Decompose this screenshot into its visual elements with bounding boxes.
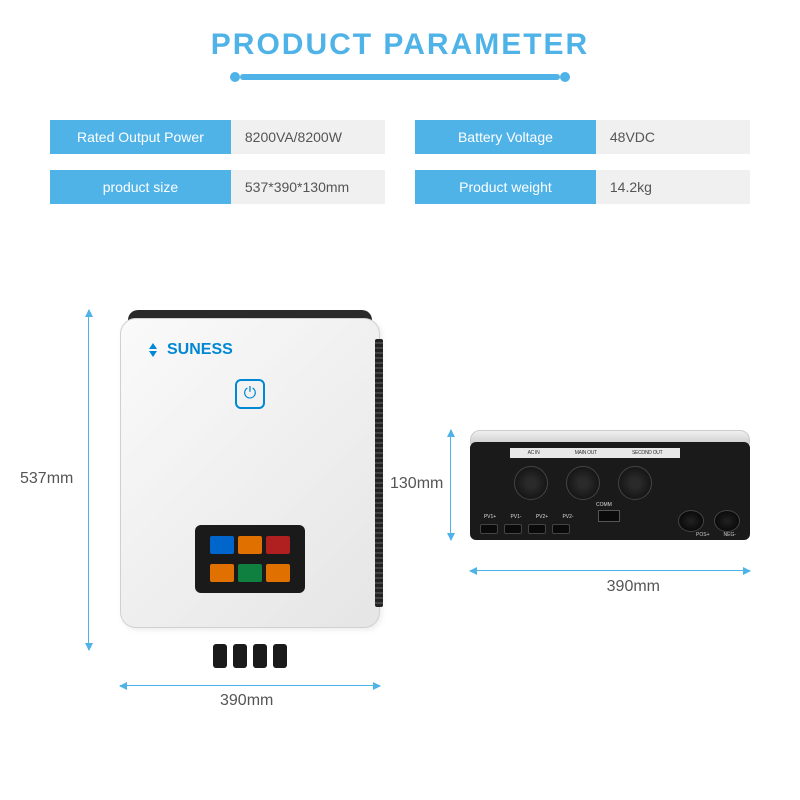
spec-value: 48VDC (596, 120, 750, 154)
screen-cell (266, 564, 290, 582)
dimension-arrow-width-rear (470, 570, 750, 571)
brand-icon (145, 342, 161, 358)
front-connectors (213, 644, 287, 668)
product-diagram: 537mm SUNESS ⏻ (0, 280, 800, 800)
title-underline (240, 74, 560, 80)
pv-label: PV2- (558, 514, 578, 520)
pv-label: PV1+ (480, 514, 500, 520)
spec-value: 537*390*130mm (231, 170, 385, 204)
screen-cell (210, 564, 234, 582)
spec-col-left: Rated Output Power 8200VA/8200W product … (50, 120, 385, 204)
comm-port (598, 510, 620, 522)
screen-cell (238, 564, 262, 582)
terminal-labels: POS+ NEG- (696, 532, 736, 538)
page-title: PRODUCT PARAMETER (0, 0, 800, 62)
spec-row: product size 537*390*130mm (50, 170, 385, 204)
screen-cell (238, 536, 262, 554)
side-ports (678, 510, 740, 532)
dimension-label-height: 537mm (20, 470, 73, 488)
product-rear-view: AC IN MAIN OUT SECOND OUT PV1+ PV1- PV2+… (470, 430, 750, 540)
screen-cell (266, 536, 290, 554)
dimension-label-width-front: 390mm (220, 692, 273, 710)
spec-label: product size (50, 170, 231, 204)
brand-text: SUNESS (167, 341, 233, 359)
front-body: SUNESS ⏻ (120, 318, 380, 628)
fan-icon (618, 466, 652, 500)
dimension-label-depth: 130mm (390, 475, 443, 493)
rear-body: AC IN MAIN OUT SECOND OUT PV1+ PV1- PV2+… (470, 442, 750, 540)
product-front-view: SUNESS ⏻ (120, 310, 380, 650)
spec-label: Rated Output Power (50, 120, 231, 154)
spec-label: Product weight (415, 170, 596, 204)
front-vent-ridges (375, 339, 383, 607)
screen-cell (210, 536, 234, 554)
spec-row: Battery Voltage 48VDC (415, 120, 750, 154)
rear-fans (514, 466, 652, 500)
rear-label: SECOND OUT (632, 450, 662, 456)
dimension-arrow-depth (450, 430, 451, 540)
fan-icon (566, 466, 600, 500)
spec-row: Product weight 14.2kg (415, 170, 750, 204)
rear-label-strip: AC IN MAIN OUT SECOND OUT (510, 448, 680, 458)
rear-label: MAIN OUT (575, 450, 597, 456)
dimension-label-width-rear: 390mm (607, 578, 660, 596)
power-icon: ⏻ (235, 379, 265, 409)
spec-value: 14.2kg (596, 170, 750, 204)
pv-label: PV2+ (532, 514, 552, 520)
spec-value: 8200VA/8200W (231, 120, 385, 154)
rear-label: AC IN (528, 450, 540, 456)
pv-connectors (480, 524, 570, 534)
brand-logo: SUNESS (145, 341, 233, 359)
spec-row: Rated Output Power 8200VA/8200W (50, 120, 385, 154)
pv-labels: PV1+ PV1- PV2+ PV2- (480, 514, 578, 520)
device-display (195, 525, 305, 593)
pv-label: PV1- (506, 514, 526, 520)
comm-label: COMM (596, 502, 612, 508)
dimension-arrow-width-front (120, 685, 380, 686)
terminal-label: POS+ (696, 532, 709, 538)
dimension-arrow-height (88, 310, 89, 650)
spec-table: Rated Output Power 8200VA/8200W product … (0, 120, 800, 204)
spec-label: Battery Voltage (415, 120, 596, 154)
fan-icon (514, 466, 548, 500)
spec-col-right: Battery Voltage 48VDC Product weight 14.… (415, 120, 750, 204)
terminal-label: NEG- (724, 532, 737, 538)
